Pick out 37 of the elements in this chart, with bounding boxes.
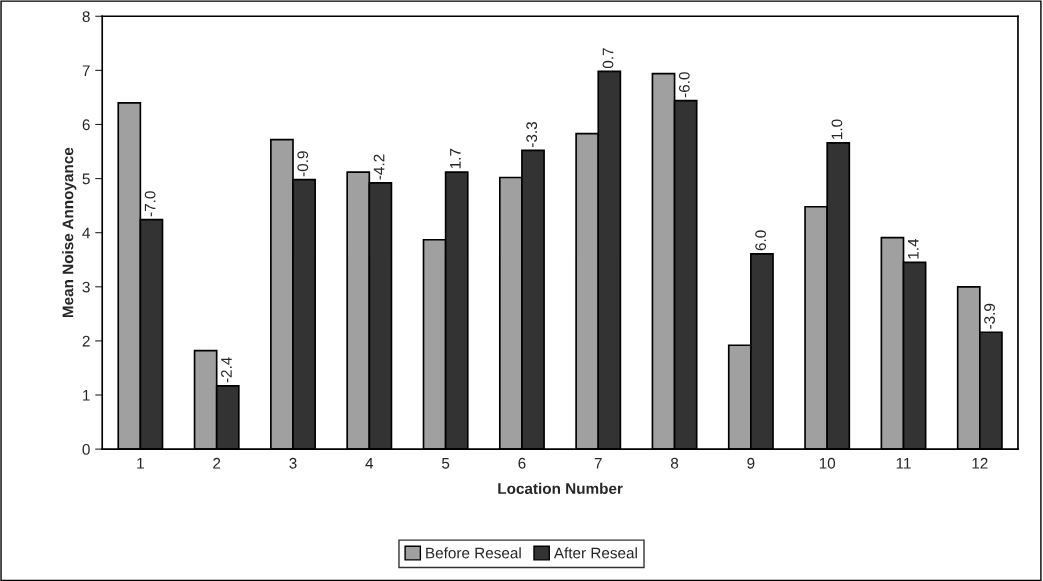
x-tick-label: 6: [518, 457, 526, 469]
annotation: -3.9: [984, 303, 995, 329]
annotation: 1.0: [831, 119, 843, 139]
annotation: -7.0: [144, 191, 156, 217]
legend-label: After Reseal: [553, 547, 637, 559]
y-tick-label: 8: [82, 11, 90, 22]
annotation: 0.7: [602, 48, 614, 69]
x-tick-label: 11: [896, 458, 911, 469]
y-tick-label: 4: [82, 227, 90, 239]
annotation: -2.4: [221, 357, 232, 383]
x-tick-label: 12: [972, 457, 988, 469]
x-tick-label: 7: [594, 458, 602, 469]
annotation: 6.0: [755, 230, 767, 251]
x-tick-label: 9: [747, 457, 755, 469]
annotation: -4.2: [373, 154, 385, 180]
y-tick-label: 2: [82, 335, 90, 347]
x-tick-label: 10: [819, 457, 836, 469]
annotation: 1.4: [908, 238, 919, 259]
annotation: -6.0: [678, 72, 690, 98]
x-tick-label: 4: [365, 458, 374, 469]
y-tick-label: 6: [82, 119, 90, 131]
x-tick-label: 3: [289, 457, 297, 469]
annotation: -0.9: [297, 151, 309, 177]
y-tick-label: 1: [83, 390, 90, 401]
y-tick-label: 5: [82, 173, 90, 185]
x-tick-label: 2: [213, 457, 221, 469]
y-axis-title: Mean Noise Annoyance: [62, 147, 77, 318]
x-tick-label: 8: [670, 457, 679, 469]
y-tick-label: 3: [82, 281, 90, 293]
y-tick-label: 7: [82, 65, 90, 76]
x-tick-label: 1: [137, 458, 144, 469]
legend-label: Before Reseal: [426, 547, 521, 559]
y-tick-label: 0: [82, 443, 90, 455]
x-tick-label: 5: [441, 458, 450, 469]
annotation: 1.7: [450, 148, 461, 169]
x-axis-title: Location Number: [498, 482, 623, 495]
annotation: -3.3: [526, 122, 538, 147]
